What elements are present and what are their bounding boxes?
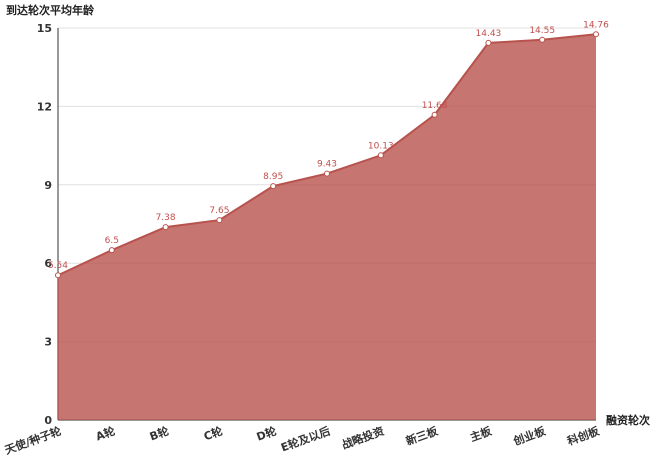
point xyxy=(324,170,330,177)
value-label: 14.43 xyxy=(476,29,502,39)
x-tick-label: E轮及以后 xyxy=(279,424,332,455)
value-label: 7.38 xyxy=(156,213,176,223)
area xyxy=(58,34,596,420)
point xyxy=(270,183,277,190)
y-tick-label: 12 xyxy=(37,100,52,113)
x-tick-label: C轮 xyxy=(202,424,225,444)
y-tick-label: 0 xyxy=(44,414,52,427)
value-label: 5.54 xyxy=(48,261,68,271)
point xyxy=(108,247,115,254)
y-tick-label: 9 xyxy=(44,179,52,192)
x-tick-label: 战略投资 xyxy=(340,424,386,452)
y-axis-title: 到达轮次平均年龄 xyxy=(6,3,95,17)
value-label: 9.43 xyxy=(317,160,337,170)
point xyxy=(162,224,169,231)
x-tick-label: A轮 xyxy=(94,424,117,444)
point xyxy=(593,31,599,38)
x-tick-label: 创业板 xyxy=(510,423,548,448)
x-tick-label: D轮 xyxy=(255,424,279,444)
y-tick-label: 3 xyxy=(44,336,52,349)
value-label: 8.95 xyxy=(263,172,283,182)
x-tick-label: B轮 xyxy=(148,424,171,444)
value-label: 6.5 xyxy=(105,236,119,246)
point xyxy=(216,217,223,224)
x-tick-label: 天使/种子轮 xyxy=(3,424,63,456)
point xyxy=(539,36,546,43)
point xyxy=(485,39,492,46)
point xyxy=(431,111,438,118)
value-label: 7.65 xyxy=(209,206,229,216)
y-tick-label: 15 xyxy=(37,22,52,35)
value-label: 11.68 xyxy=(422,101,448,111)
x-tick-label: 主板 xyxy=(468,423,494,444)
x-tick-label: 新三板 xyxy=(404,423,441,448)
value-label: 10.13 xyxy=(368,141,394,151)
value-label: 14.55 xyxy=(529,26,555,36)
value-label: 14.76 xyxy=(583,20,609,30)
x-axis-title: 融资轮次 xyxy=(606,413,650,427)
y-tick-label: 6 xyxy=(44,257,52,270)
point xyxy=(55,272,61,279)
point xyxy=(377,152,384,159)
x-tick-label: 科创板 xyxy=(565,423,602,448)
